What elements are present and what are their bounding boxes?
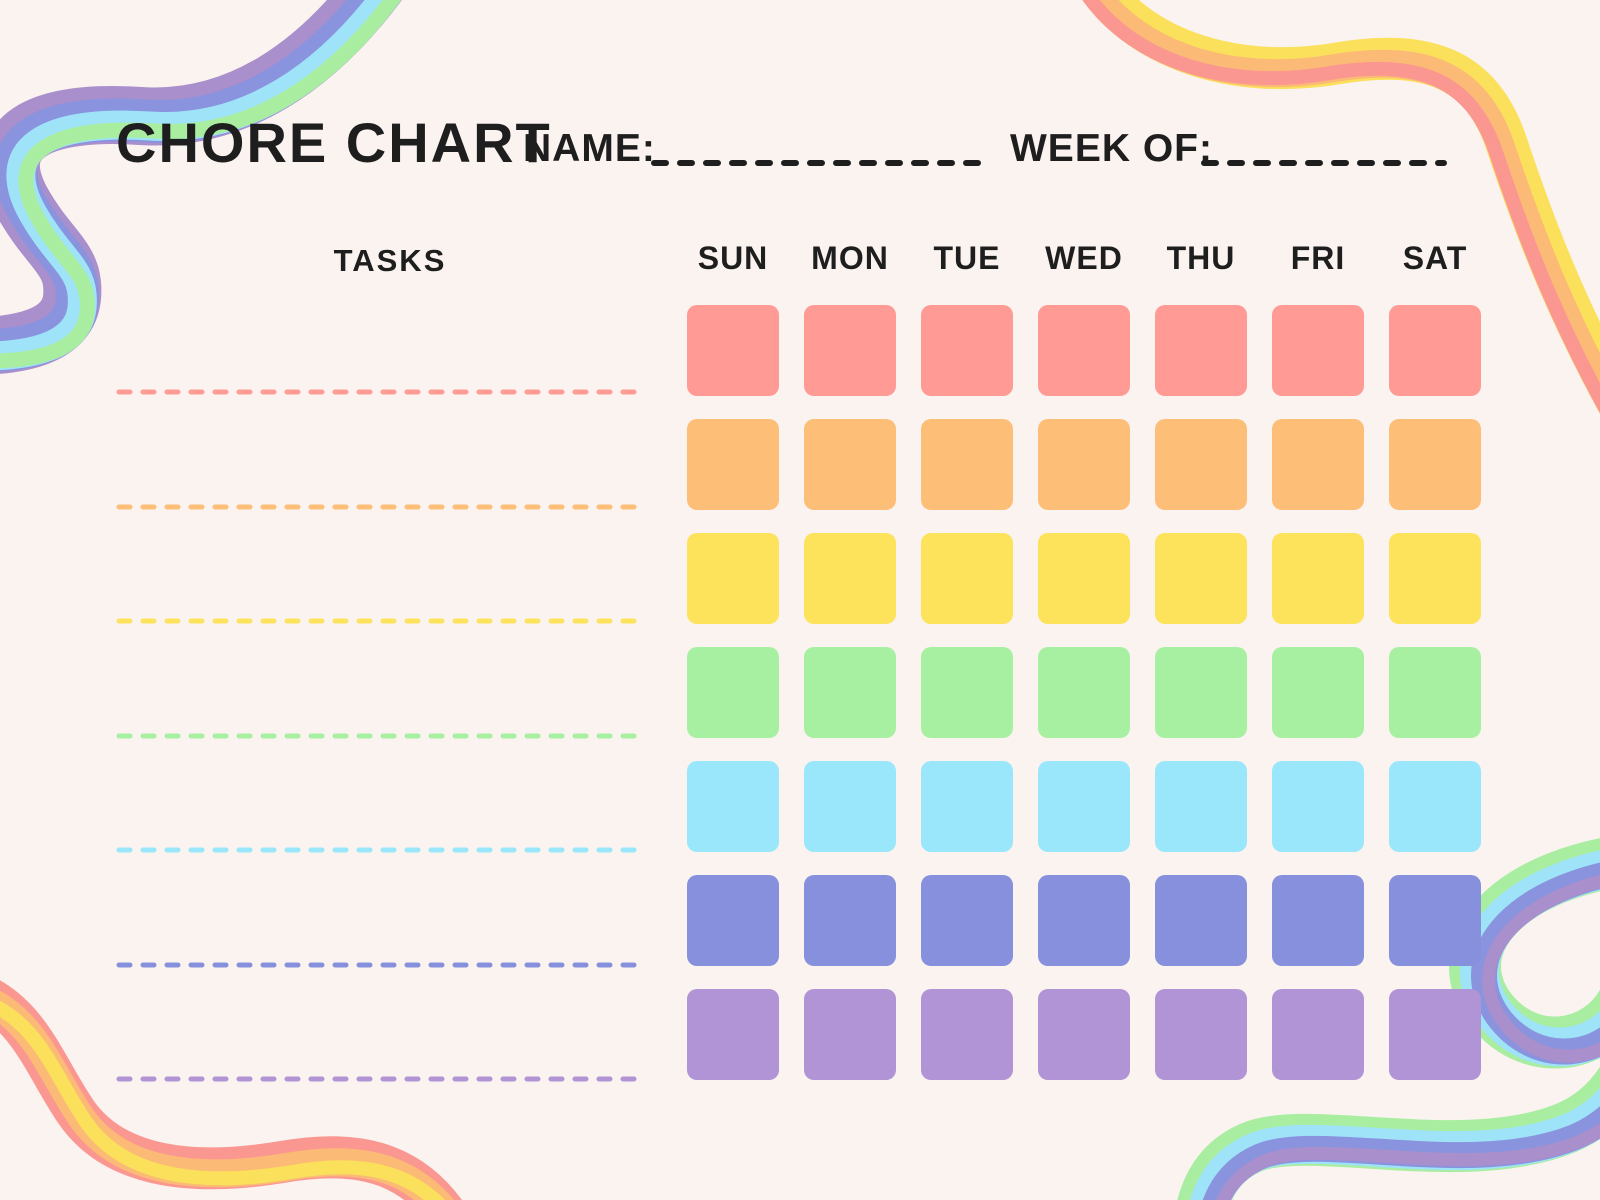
chore-cell-orange-sun[interactable] bbox=[687, 419, 779, 510]
chore-cell-orange-thu[interactable] bbox=[1155, 419, 1247, 510]
chore-cell-salmon-red-mon[interactable] bbox=[804, 305, 896, 396]
task-fill-line-periwinkle[interactable] bbox=[115, 961, 651, 969]
chore-cell-salmon-red-wed[interactable] bbox=[1038, 305, 1130, 396]
day-header-row: SUN MON TUE WED THU FRI SAT bbox=[687, 240, 1481, 277]
chore-cell-yellow-sun[interactable] bbox=[687, 533, 779, 624]
chore-cell-periwinkle-mon[interactable] bbox=[804, 875, 896, 966]
chore-cell-green-fri[interactable] bbox=[1272, 647, 1364, 738]
task-fill-line-green[interactable] bbox=[115, 732, 651, 740]
chore-cell-periwinkle-wed[interactable] bbox=[1038, 875, 1130, 966]
chore-cell-purple-wed[interactable] bbox=[1038, 989, 1130, 1080]
chore-cell-periwinkle-fri[interactable] bbox=[1272, 875, 1364, 966]
chore-cell-sky-blue-sun[interactable] bbox=[687, 761, 779, 852]
chore-cell-salmon-red-fri[interactable] bbox=[1272, 305, 1364, 396]
chore-grid bbox=[687, 305, 1481, 1080]
day-header-sat: SAT bbox=[1402, 240, 1468, 276]
day-header-mon: MON bbox=[811, 240, 889, 276]
chore-cell-periwinkle-sat[interactable] bbox=[1389, 875, 1481, 966]
chore-cell-yellow-thu[interactable] bbox=[1155, 533, 1247, 624]
chore-cell-yellow-tue[interactable] bbox=[921, 533, 1013, 624]
day-header-fri: FRI bbox=[1290, 240, 1346, 276]
rainbow-ribbon-top-right bbox=[1082, 0, 1600, 414]
chore-cell-sky-blue-sat[interactable] bbox=[1389, 761, 1481, 852]
chore-cell-periwinkle-tue[interactable] bbox=[921, 875, 1013, 966]
chore-cell-orange-fri[interactable] bbox=[1272, 419, 1364, 510]
chore-cell-sky-blue-thu[interactable] bbox=[1155, 761, 1247, 852]
day-header-tue: TUE bbox=[933, 240, 1001, 276]
chore-cell-periwinkle-thu[interactable] bbox=[1155, 875, 1247, 966]
name-fill-line[interactable] bbox=[650, 158, 990, 168]
chore-cell-green-thu[interactable] bbox=[1155, 647, 1247, 738]
chore-cell-periwinkle-sun[interactable] bbox=[687, 875, 779, 966]
task-fill-line-orange[interactable] bbox=[115, 503, 651, 511]
chore-cell-orange-mon[interactable] bbox=[804, 419, 896, 510]
chore-cell-orange-sat[interactable] bbox=[1389, 419, 1481, 510]
rainbow-ribbon-bottom-right bbox=[1177, 838, 1600, 1200]
chore-cell-yellow-fri[interactable] bbox=[1272, 533, 1364, 624]
chore-cell-green-wed[interactable] bbox=[1038, 647, 1130, 738]
chore-cell-green-mon[interactable] bbox=[804, 647, 896, 738]
rainbow-ribbon-bottom-left bbox=[0, 980, 462, 1200]
chore-cell-green-sat[interactable] bbox=[1389, 647, 1481, 738]
chore-cell-yellow-sat[interactable] bbox=[1389, 533, 1481, 624]
day-header-wed: WED bbox=[1045, 240, 1123, 276]
week-of-label: WEEK OF: bbox=[1010, 127, 1213, 170]
chore-cell-sky-blue-wed[interactable] bbox=[1038, 761, 1130, 852]
chore-cell-yellow-wed[interactable] bbox=[1038, 533, 1130, 624]
chore-cell-salmon-red-sat[interactable] bbox=[1389, 305, 1481, 396]
task-fill-line-yellow[interactable] bbox=[115, 617, 651, 625]
chore-cell-green-sun[interactable] bbox=[687, 647, 779, 738]
chore-cell-purple-sat[interactable] bbox=[1389, 989, 1481, 1080]
chore-cell-purple-tue[interactable] bbox=[921, 989, 1013, 1080]
task-fill-line-salmon-red[interactable] bbox=[115, 388, 651, 396]
chore-cell-orange-tue[interactable] bbox=[921, 419, 1013, 510]
chore-cell-purple-sun[interactable] bbox=[687, 989, 779, 1080]
day-header-thu: THU bbox=[1166, 240, 1236, 276]
chore-cell-salmon-red-sun[interactable] bbox=[687, 305, 779, 396]
task-fill-line-purple[interactable] bbox=[115, 1075, 651, 1083]
chore-cell-yellow-mon[interactable] bbox=[804, 533, 896, 624]
chore-cell-purple-fri[interactable] bbox=[1272, 989, 1364, 1080]
page-title: CHORE CHART bbox=[116, 111, 552, 174]
chore-cell-green-tue[interactable] bbox=[921, 647, 1013, 738]
task-fill-line-sky-blue[interactable] bbox=[115, 846, 651, 854]
chore-cell-purple-mon[interactable] bbox=[804, 989, 896, 1080]
chore-cell-salmon-red-thu[interactable] bbox=[1155, 305, 1247, 396]
chore-cell-sky-blue-fri[interactable] bbox=[1272, 761, 1364, 852]
name-label: NAME: bbox=[523, 127, 656, 170]
chore-cell-sky-blue-mon[interactable] bbox=[804, 761, 896, 852]
day-header-sun: SUN bbox=[697, 240, 769, 276]
week-of-fill-line[interactable] bbox=[1200, 158, 1448, 168]
chore-cell-orange-wed[interactable] bbox=[1038, 419, 1130, 510]
tasks-column-header: TASKS bbox=[333, 243, 447, 278]
rainbow-ribbon-top-left bbox=[0, 0, 402, 374]
chore-cell-salmon-red-tue[interactable] bbox=[921, 305, 1013, 396]
chore-cell-purple-thu[interactable] bbox=[1155, 989, 1247, 1080]
chore-cell-sky-blue-tue[interactable] bbox=[921, 761, 1013, 852]
